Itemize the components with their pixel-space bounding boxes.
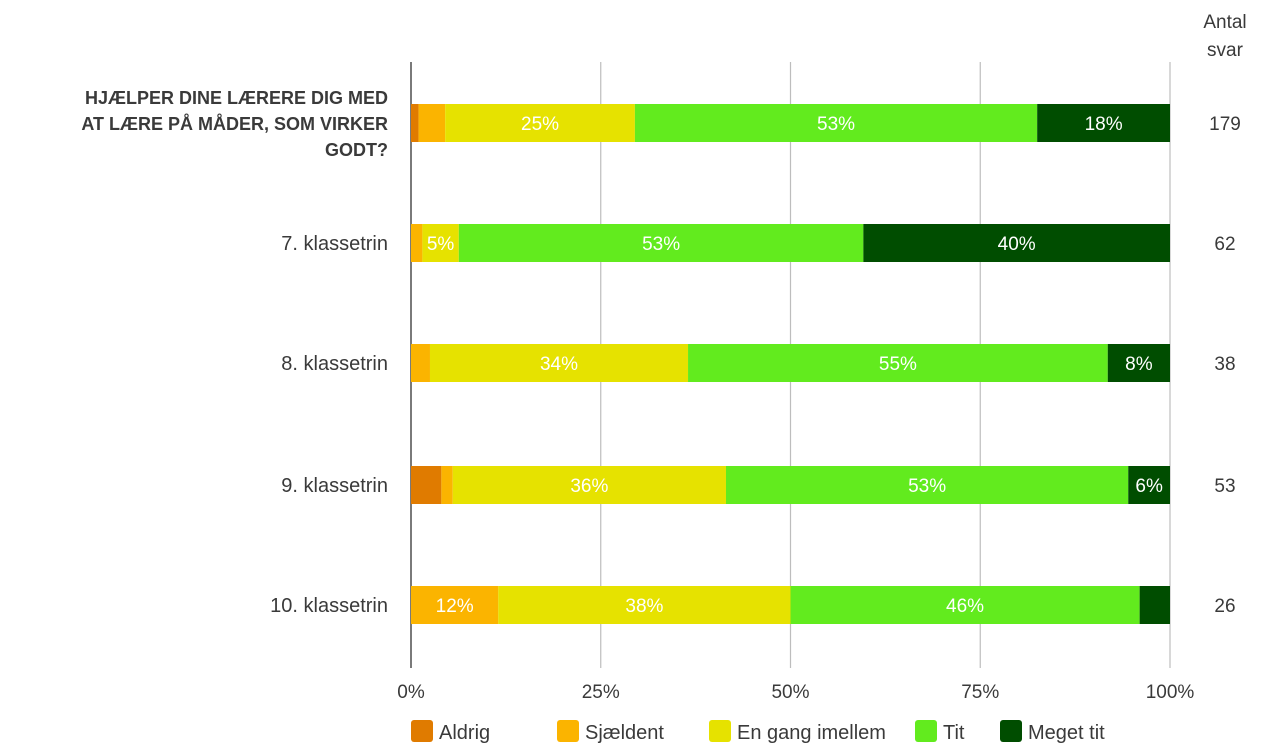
data-label: 46% — [946, 596, 984, 617]
bar-segment — [411, 466, 442, 504]
bar-segment — [634, 104, 1038, 142]
category-label: 9. klassetrin — [281, 475, 388, 497]
x-tick-label: 100% — [1146, 682, 1195, 703]
data-label: 34% — [540, 354, 578, 375]
data-label: 55% — [879, 354, 917, 375]
x-tick-label: 50% — [771, 682, 809, 703]
bar-segment — [411, 224, 423, 262]
category-label: GODT? — [325, 140, 388, 160]
x-axis-ticks: 0% 25% 50% 75% 100% — [397, 682, 1194, 703]
count-column: Antal svar 179 62 38 53 26 — [1203, 12, 1246, 617]
legend-label: Sjældent — [585, 722, 664, 744]
data-label: 6% — [1135, 476, 1163, 497]
category-labels: HJÆLPER DINE LÆRERE DIG MED AT LÆRE PÅ MÅ… — [81, 88, 388, 617]
data-label: 18% — [1085, 114, 1123, 135]
bar-segment — [422, 224, 459, 262]
bar-segment — [1128, 466, 1170, 504]
response-count: 53 — [1214, 476, 1235, 497]
bar-segment — [498, 586, 791, 624]
legend-label: En gang imellem — [737, 722, 886, 744]
count-header-line-2: svar — [1207, 40, 1244, 61]
bar-segment — [445, 104, 635, 142]
response-count: 26 — [1214, 596, 1235, 617]
response-count: 38 — [1214, 354, 1235, 375]
category-label: 7. klassetrin — [281, 233, 388, 255]
data-label: 40% — [998, 234, 1036, 255]
bar-segment — [863, 224, 1170, 262]
bars: 25% 53% 18% 5% 53% 40% 34% 55% 8% 36% 53% 6% 12% 38% 4… — [411, 104, 1170, 624]
data-label: 12% — [436, 596, 474, 617]
category-label: AT LÆRE PÅ MÅDER, SOM VIRKER — [81, 114, 388, 134]
bar-segment — [1107, 344, 1170, 382]
bar-segment — [688, 344, 1108, 382]
response-count: 179 — [1209, 114, 1241, 135]
data-label: 53% — [908, 476, 946, 497]
bar-segment — [418, 104, 446, 142]
bar-segment — [411, 104, 419, 142]
x-tick-label: 75% — [961, 682, 999, 703]
x-tick-label: 25% — [582, 682, 620, 703]
legend: Aldrig Sjældent En gang imellem Tit Meget ti… — [411, 720, 1105, 744]
category-label: HJÆLPER DINE LÆRERE DIG MED — [85, 88, 388, 108]
bar-segment — [1139, 586, 1170, 624]
data-label: 53% — [642, 234, 680, 255]
bar-segment — [458, 224, 864, 262]
bar-segment — [411, 344, 430, 382]
response-count: 62 — [1214, 234, 1235, 255]
bar-segment — [790, 586, 1140, 624]
legend-swatch — [709, 720, 731, 742]
data-label: 36% — [570, 476, 608, 497]
legend-label: Tit — [943, 722, 965, 744]
data-label: 38% — [625, 596, 663, 617]
legend-swatch — [557, 720, 579, 742]
legend-swatch — [411, 720, 433, 742]
x-tick-label: 0% — [397, 682, 425, 703]
category-label: 10. klassetrin — [270, 595, 388, 617]
data-label: 8% — [1125, 354, 1153, 375]
legend-label: Meget tit — [1028, 722, 1105, 744]
legend-label: Aldrig — [439, 722, 490, 744]
bar-segment — [1037, 104, 1170, 142]
bar-segment — [429, 344, 689, 382]
data-label: 25% — [521, 114, 559, 135]
bar-segment — [452, 466, 726, 504]
data-label: 53% — [817, 114, 855, 135]
category-label: 8. klassetrin — [281, 353, 388, 375]
bar-segment — [441, 466, 453, 504]
bar-segment — [411, 586, 499, 624]
bar-segment — [725, 466, 1129, 504]
count-header-line-1: Antal — [1203, 12, 1246, 33]
legend-swatch — [915, 720, 937, 742]
data-label: 5% — [427, 234, 455, 255]
legend-swatch — [1000, 720, 1022, 742]
